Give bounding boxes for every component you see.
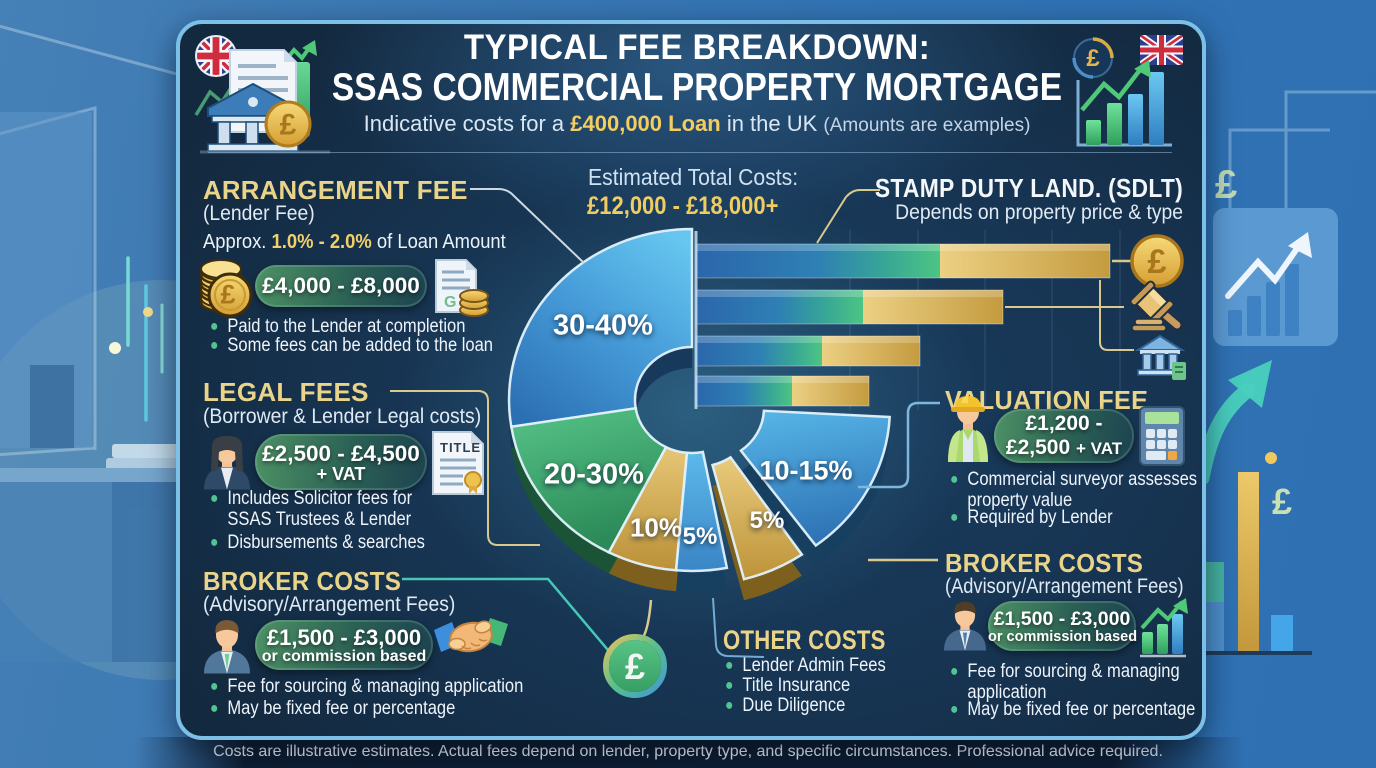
svg-text:£: £: [1215, 163, 1237, 207]
svg-text:£: £: [1086, 45, 1100, 72]
svg-text:£: £: [1148, 243, 1167, 281]
svg-text:G: G: [444, 294, 456, 311]
svg-text:£: £: [1272, 481, 1292, 522]
svg-text:£: £: [220, 279, 235, 309]
svg-text:TITLE: TITLE: [440, 440, 481, 455]
svg-text:£: £: [625, 646, 645, 687]
svg-text:£: £: [280, 108, 297, 141]
